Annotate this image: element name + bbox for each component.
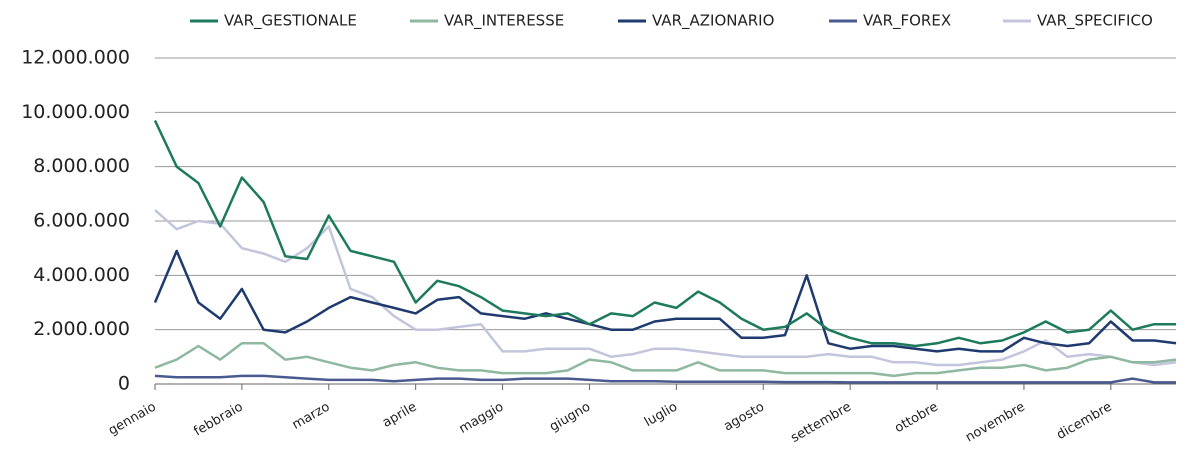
x-tick-label: settembre [788, 400, 853, 446]
y-tick-label: 8.000.000 [33, 155, 130, 177]
legend-label: VAR_FOREX [863, 12, 951, 31]
y-tick-label: 0 [118, 373, 130, 395]
x-tick-label: maggio [457, 399, 507, 436]
legend-label: VAR_SPECIFICO [1037, 12, 1153, 31]
x-tick-label: ottobre [892, 400, 941, 437]
series-line [154, 342, 1177, 378]
x-tick-label: novembre [963, 400, 1028, 446]
x-tick-label: giugno [547, 399, 593, 434]
y-tick-label: 6.000.000 [33, 210, 130, 232]
x-tick-label: gennaio [106, 399, 159, 438]
series-line [154, 374, 1176, 384]
legend-label: VAR_AZIONARIO [652, 12, 774, 31]
y-tick-label: 10.000.000 [21, 101, 130, 123]
x-tick-label: febbraio [191, 399, 245, 439]
legend-label: VAR_INTERESSE [444, 12, 564, 31]
series-line [153, 119, 1176, 348]
series-line [154, 209, 1177, 367]
y-tick-label: 4.000.000 [33, 264, 130, 286]
series-line [153, 249, 1177, 353]
y-tick-label: 12.000.000 [21, 47, 130, 69]
x-tick-label: marzo [290, 399, 333, 432]
x-tick-label: aprile [380, 400, 419, 431]
x-tick-label: luglio [642, 399, 680, 430]
legend-label: VAR_GESTIONALE [224, 12, 357, 31]
x-tick-label: agosto [721, 399, 767, 434]
y-tick-label: 2.000.000 [33, 318, 130, 340]
x-tick-label: dicembre [1054, 400, 1114, 443]
